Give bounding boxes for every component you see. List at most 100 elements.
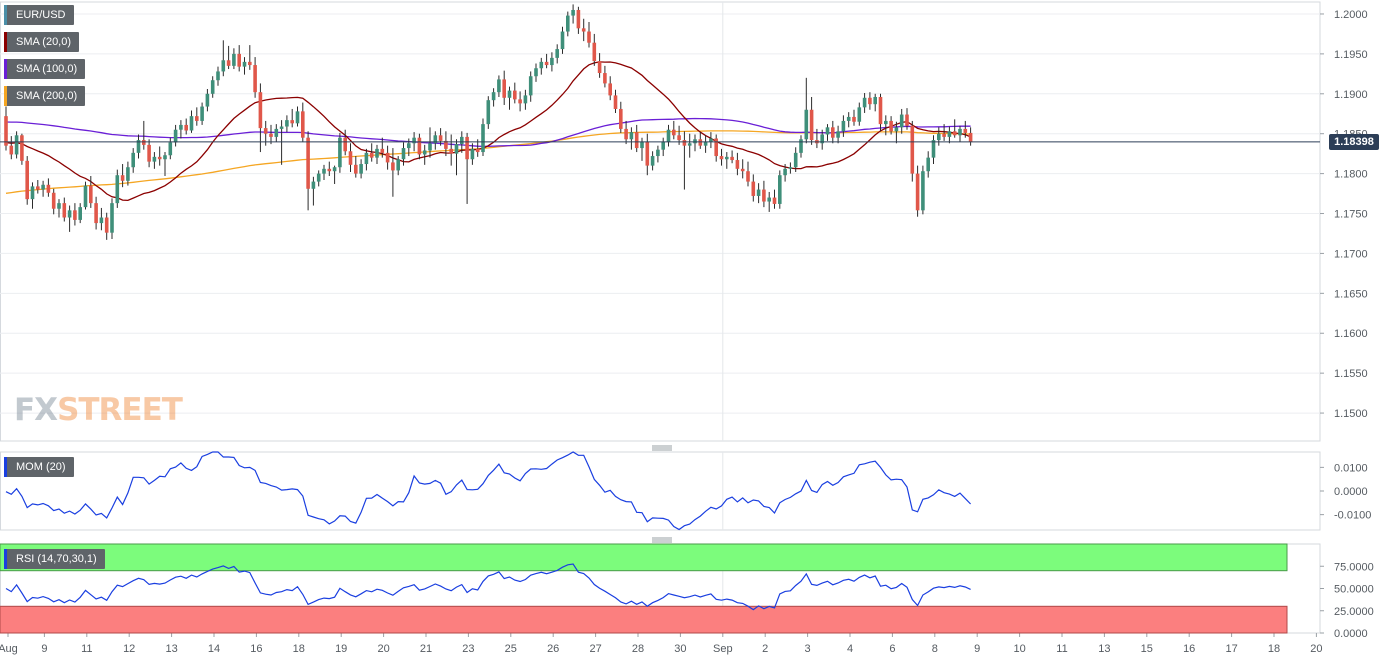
candle-body — [332, 167, 337, 172]
candle-body — [523, 95, 528, 104]
candle-body — [550, 57, 554, 66]
candle-body — [258, 92, 263, 129]
candle-body — [788, 167, 793, 169]
candle-body — [433, 135, 438, 144]
x-tick-label: Sep — [713, 643, 733, 655]
candle-body — [73, 210, 77, 220]
legend-sma100-label: SMA (100,0) — [16, 63, 78, 75]
x-tick-label: 27 — [589, 643, 601, 655]
price-tick-label: 1.1800 — [1334, 169, 1368, 181]
candle-body — [46, 184, 51, 193]
legend-sma20[interactable]: SMA (20,0) — [4, 32, 80, 52]
candle-body — [51, 192, 56, 209]
legend-rsi[interactable]: RSI (14,70,30,1) — [4, 549, 105, 569]
candle-body — [831, 127, 835, 138]
candle-body — [391, 162, 395, 171]
candle-body — [449, 148, 453, 154]
candle-body — [89, 185, 93, 204]
candle-body — [210, 80, 215, 94]
candle-body — [756, 189, 761, 196]
candle-body — [184, 124, 188, 131]
candle-body — [873, 96, 877, 105]
price-tick-label: 1.1500 — [1334, 408, 1368, 420]
candle-body — [751, 181, 756, 196]
legend-mom-swatch — [4, 457, 7, 477]
candle-body — [396, 159, 400, 171]
candle-body — [820, 134, 824, 144]
candle-body — [513, 90, 517, 100]
candle-body — [385, 152, 390, 163]
x-tick-label: 19 — [335, 643, 347, 655]
candle-body — [730, 156, 734, 161]
candle-body — [958, 128, 962, 136]
x-tick-label: 4 — [847, 643, 853, 655]
candle-body — [348, 151, 353, 165]
candle-body — [163, 155, 167, 160]
candle-body — [248, 61, 252, 66]
candle-body — [534, 68, 538, 77]
main-panel-frame — [0, 1, 1321, 442]
current-price-tag: 1.18398 — [1329, 134, 1379, 150]
candle-body — [226, 60, 231, 66]
candle-body — [619, 108, 623, 129]
candle-body — [709, 138, 713, 142]
candle-body — [354, 164, 358, 174]
candle-body — [57, 203, 61, 209]
candle-body — [539, 61, 544, 69]
candle-body — [25, 160, 29, 200]
candle-body — [322, 168, 326, 174]
candle-body — [253, 65, 257, 93]
candle-body — [142, 140, 146, 145]
candle-body — [364, 152, 369, 165]
candle-body — [725, 156, 729, 160]
price-tick-label: 1.1700 — [1334, 248, 1368, 260]
candle-body — [216, 71, 220, 81]
candle-body — [576, 9, 581, 29]
candle-body — [269, 133, 273, 137]
candle-body — [544, 61, 549, 66]
candle-body — [698, 139, 703, 146]
candle-body — [221, 60, 226, 72]
candle-body — [629, 132, 634, 140]
x-tick-label: 26 — [547, 643, 559, 655]
candle-body — [136, 140, 141, 153]
legend-sma20-swatch — [4, 32, 7, 52]
candle-body — [9, 145, 14, 155]
candle-body — [242, 61, 247, 67]
legend-mom[interactable]: MOM (20) — [4, 457, 74, 477]
candle-body — [846, 116, 851, 121]
candle-body — [110, 203, 114, 233]
candle-body — [926, 157, 930, 172]
price-tick-label: 1.1950 — [1334, 49, 1368, 61]
legend-sma100[interactable]: SMA (100,0) — [4, 59, 86, 79]
rsi-line — [5, 563, 971, 611]
candle-body — [301, 111, 305, 138]
candle-body — [799, 139, 803, 153]
candle-body — [78, 207, 82, 220]
candle-body — [412, 137, 416, 144]
price-tick-label: 1.1600 — [1334, 328, 1368, 340]
candle-body — [502, 79, 506, 98]
legend-pair[interactable]: EUR/USD — [4, 5, 74, 25]
candle-body — [687, 143, 692, 146]
mom-tick-label: -0.0100 — [1334, 510, 1371, 522]
legend-pair-label: EUR/USD — [16, 9, 66, 21]
rsi-tick-label: 50.0000 — [1334, 584, 1374, 596]
candle-body — [931, 140, 936, 158]
candle-body — [30, 186, 35, 200]
candle-body — [603, 73, 607, 84]
candle-body — [205, 93, 210, 107]
rsi-tick-label: 75.0000 — [1334, 561, 1374, 573]
candle-body — [555, 49, 559, 58]
x-tick-label: 11 — [81, 643, 92, 655]
candle-body — [905, 114, 909, 126]
legend-sma200[interactable]: SMA (200,0) — [4, 86, 86, 106]
candle-body — [518, 99, 522, 104]
logo-part-fx: FX — [14, 392, 58, 428]
rsi-overbought-zone — [0, 543, 1288, 572]
candle-body — [793, 152, 798, 168]
candle-body — [640, 141, 644, 149]
candle-body — [899, 114, 904, 128]
candle-body — [825, 127, 830, 135]
